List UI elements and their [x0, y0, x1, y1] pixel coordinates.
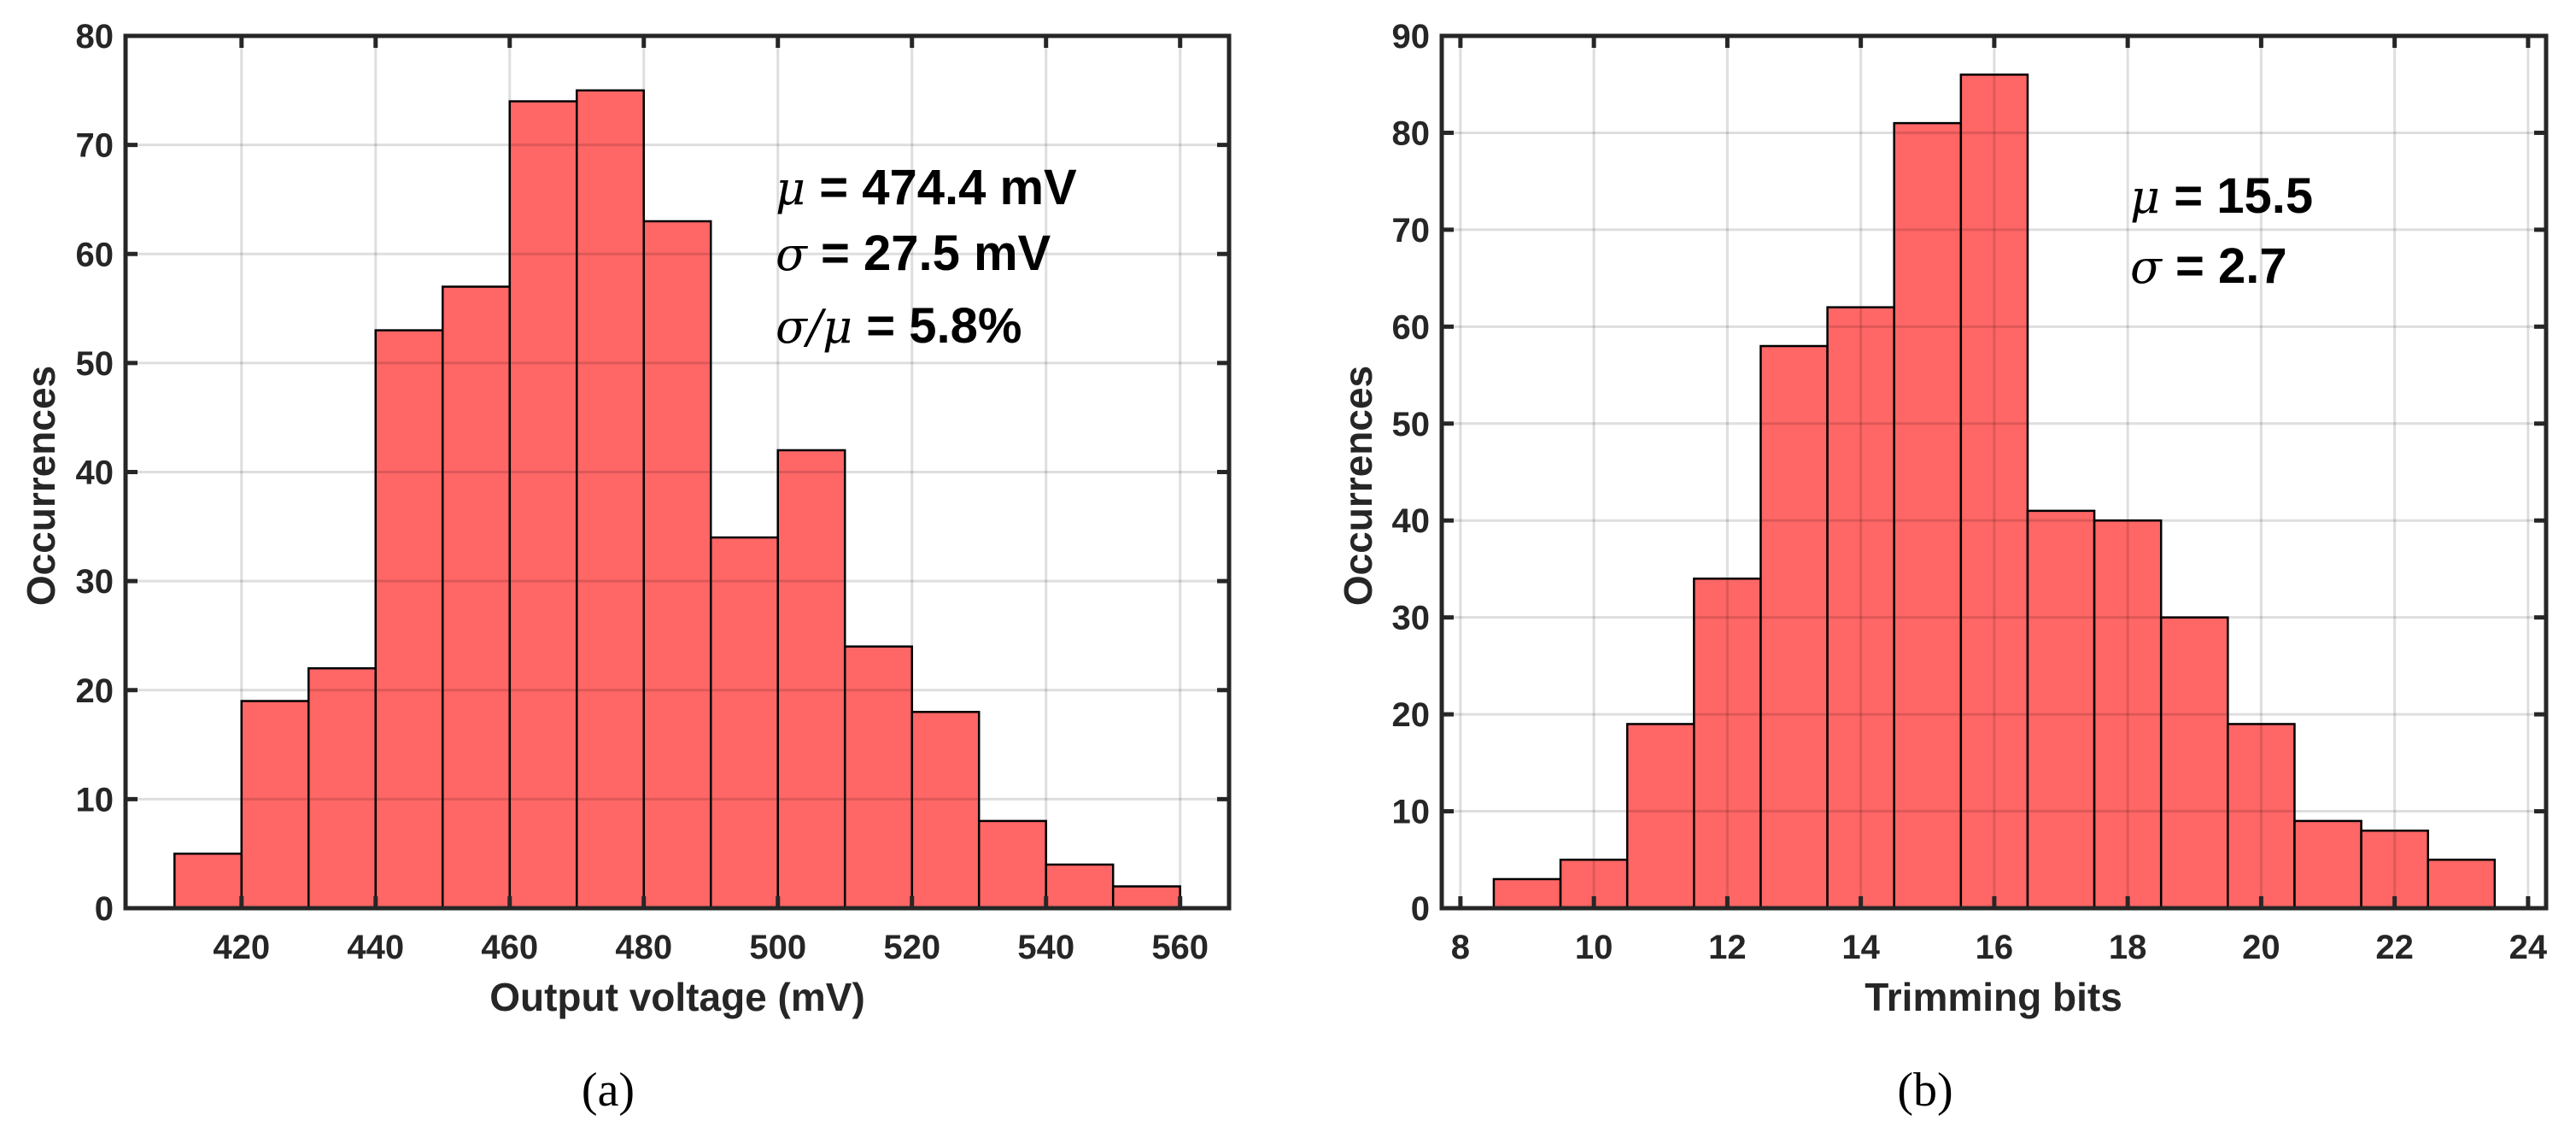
stat-symbol: μ [2130, 170, 2160, 224]
y-tick-label: 60 [76, 236, 114, 273]
histogram-bar [1759, 344, 1829, 910]
stat-value: = 27.5 mV [807, 226, 1051, 281]
stat-value: = 5.8% [852, 298, 1022, 354]
y-tick-label: 50 [76, 345, 114, 383]
histogram-bar [508, 100, 578, 910]
stat-annotation: μ = 474.4 mV [776, 160, 1077, 215]
x-tick-label: 520 [883, 929, 940, 966]
histogram-bar [977, 819, 1047, 910]
histogram-bar [1045, 863, 1115, 910]
histogram-bar [709, 536, 779, 910]
y-tick-label: 50 [1392, 406, 1431, 443]
x-tick-label: 22 [2375, 929, 2414, 966]
histogram-bar [442, 285, 512, 910]
x-tick-label: 560 [1151, 929, 1209, 966]
x-tick-label: 540 [1017, 929, 1074, 966]
y-tick-label: 60 [1392, 308, 1431, 346]
y-tick-label: 80 [1392, 114, 1431, 152]
y-axis-label: Occurrences [19, 366, 63, 606]
x-tick-label: 420 [213, 929, 270, 966]
y-tick-label: 30 [1392, 600, 1431, 637]
histogram-bar [642, 220, 712, 910]
y-axis-label: Occurrences [1336, 366, 1380, 606]
histogram-bar [1111, 885, 1181, 910]
histogram-bar [2093, 519, 2163, 910]
stat-annotation: σ/μ = 5.8% [776, 298, 1022, 354]
stat-annotation: σ = 27.5 mV [776, 226, 1051, 281]
y-tick-label: 20 [1392, 696, 1431, 734]
x-tick-label: 18 [2109, 929, 2147, 966]
x-tick-label: 440 [347, 929, 404, 966]
histogram-bar [240, 700, 310, 910]
y-tick-label: 40 [76, 455, 114, 492]
stat-annotation: σ = 2.7 [2130, 238, 2287, 294]
x-tick-label: 20 [2242, 929, 2280, 966]
x-tick-label: 14 [1841, 929, 1880, 966]
y-tick-label: 10 [76, 781, 114, 818]
y-tick-label: 40 [1392, 502, 1431, 540]
stat-symbol: σ [2130, 240, 2163, 294]
panel-caption: (b) [1897, 1064, 1952, 1117]
x-tick-label: 460 [481, 929, 538, 966]
stat-value: = 2.7 [2162, 238, 2287, 294]
histogram-bar [2159, 616, 2229, 910]
y-tick-label: 70 [1392, 212, 1431, 249]
y-tick-label: 20 [76, 672, 114, 710]
stat-value: = 15.5 [2160, 168, 2313, 224]
stat-value: = 474.4 mV [805, 160, 1077, 215]
histogram-bar [173, 852, 243, 910]
y-tick-label: 10 [1392, 794, 1431, 831]
x-tick-label: 12 [1708, 929, 1747, 966]
histogram-bar [2227, 723, 2296, 910]
panel-caption: (a) [582, 1064, 635, 1117]
histogram-bar [1826, 306, 1895, 910]
histogram-bar [1492, 877, 1562, 910]
histogram-bar [2360, 829, 2429, 910]
histogram-bar [576, 89, 646, 910]
histogram-bar [910, 711, 981, 910]
histogram-bar [1625, 723, 1695, 910]
histogram-bar [2427, 859, 2497, 910]
stat-annotation: μ = 15.5 [2130, 168, 2313, 224]
stat-symbol: μ [776, 161, 805, 215]
histogram-bar [1959, 73, 2029, 910]
histogram-bar [2026, 509, 2096, 910]
x-tick-label: 500 [749, 929, 806, 966]
y-tick-label: 30 [76, 563, 114, 601]
x-tick-label: 24 [2509, 929, 2548, 966]
x-axis-label: Trimming bits [1865, 975, 2122, 1019]
chart-panel-b: 8 10 12 14 16 18 20 22 24 0 10 20 30 40 50 60 70 80 90 Trim… [1336, 18, 2549, 1117]
stat-symbol: σ [776, 227, 809, 281]
histogram-bar [843, 645, 913, 910]
histogram-bar [374, 329, 444, 910]
x-tick-label: 16 [1976, 929, 2014, 966]
x-axis-label: Output voltage (mV) [489, 975, 865, 1019]
x-tick-label: 480 [615, 929, 672, 966]
y-tick-label: 80 [76, 18, 114, 56]
stat-symbol: σ/μ [776, 300, 852, 354]
histogram-bar [1893, 121, 1963, 910]
y-tick-label: 0 [95, 890, 114, 928]
histogram-bar [307, 666, 378, 910]
y-tick-label: 70 [76, 127, 114, 165]
y-tick-label: 90 [1392, 18, 1431, 56]
histogram-bar [2293, 819, 2362, 910]
chart-panel-a: 420 440 460 480 500 520 540 560 0 10 20 30 40 50 60 70 8… [19, 18, 1232, 1117]
y-tick-label: 0 [1411, 890, 1430, 928]
histogram-bar [776, 449, 846, 910]
x-tick-label: 8 [1451, 929, 1470, 966]
x-tick-label: 10 [1575, 929, 1613, 966]
